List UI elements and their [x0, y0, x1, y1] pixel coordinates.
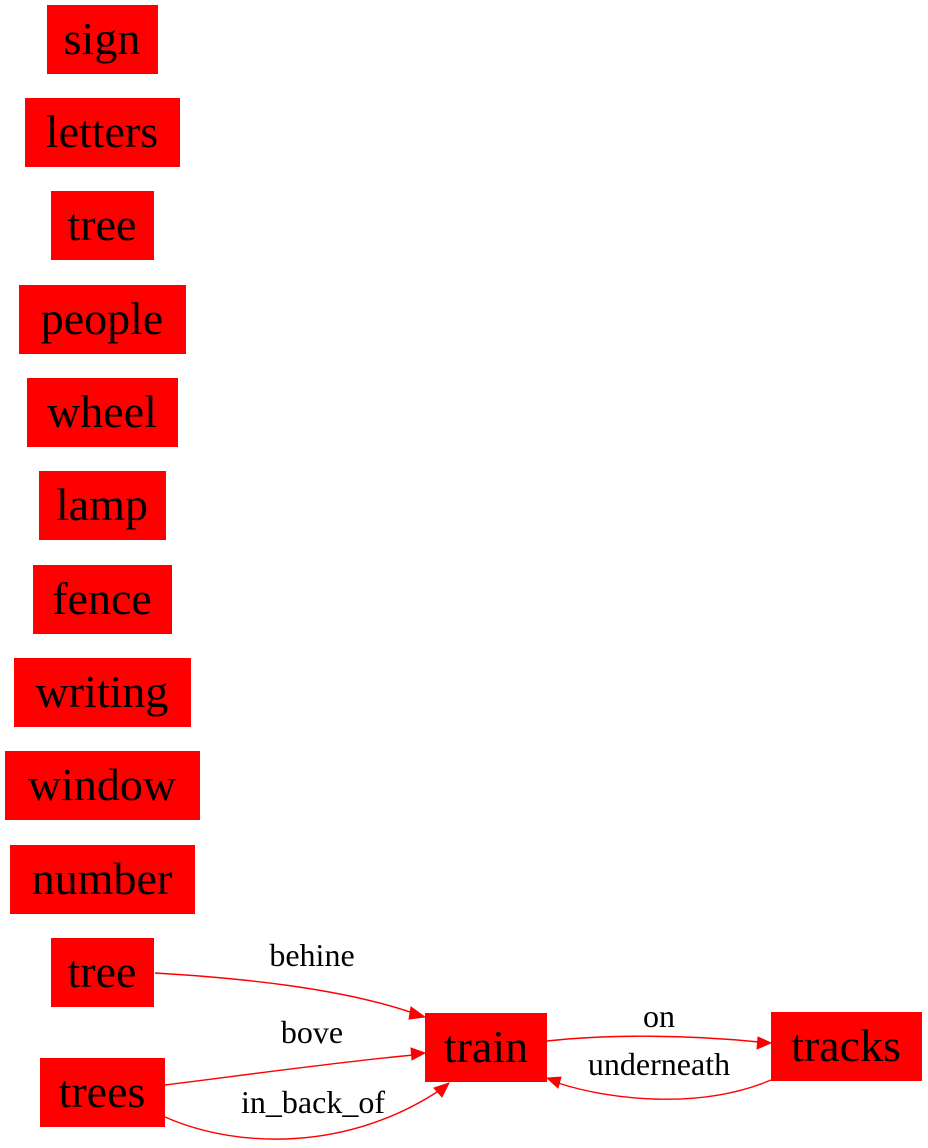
- edge-label: on: [643, 998, 675, 1034]
- arrowhead: [410, 1047, 427, 1061]
- node-label: people: [41, 293, 164, 344]
- edge-tree-train: behine: [154, 937, 427, 1020]
- edge-line: [164, 1054, 414, 1086]
- node-label: window: [28, 759, 177, 810]
- edge-label: underneath: [588, 1046, 730, 1082]
- node-sign: sign: [47, 5, 158, 74]
- edge-train-tracks: on: [546, 998, 773, 1050]
- node-label: trees: [59, 1066, 146, 1117]
- edge-line: [154, 972, 414, 1014]
- edge-line: [546, 1035, 760, 1043]
- node-number: number: [10, 845, 195, 914]
- arrowhead: [433, 1082, 450, 1098]
- node-label: sign: [64, 13, 141, 64]
- edge-trees-train-bove: bove: [164, 1014, 427, 1086]
- node-fence: fence: [33, 565, 172, 634]
- edge-line: [557, 1079, 772, 1100]
- node-window: window: [5, 751, 200, 820]
- node-writing: writing: [14, 658, 191, 727]
- node-label: fence: [52, 573, 152, 624]
- edge-label: in_back_of: [241, 1084, 385, 1120]
- node-wheel: wheel: [27, 378, 178, 447]
- arrowhead: [756, 1036, 773, 1050]
- node-label: number: [32, 853, 173, 904]
- arrowhead: [545, 1076, 562, 1089]
- node-label: lamp: [56, 479, 148, 530]
- edge-line: [164, 1089, 441, 1140]
- node-label: tracks: [791, 1020, 901, 1071]
- node-tracks: tracks: [771, 1012, 922, 1081]
- edge-label: behine: [269, 937, 354, 973]
- node-label: train: [444, 1021, 528, 1072]
- edge-trees-train-in-back-of: in_back_of: [164, 1082, 450, 1140]
- node-letters: letters: [25, 98, 180, 167]
- node-tree: tree: [51, 191, 154, 260]
- node-tree-2: tree: [51, 938, 154, 1007]
- node-label: wheel: [47, 386, 157, 437]
- edge-tracks-train: underneath: [545, 1046, 772, 1100]
- node-label: tree: [68, 199, 137, 250]
- node-lamp: lamp: [39, 471, 166, 540]
- node-label: writing: [36, 666, 169, 717]
- node-people: people: [19, 285, 186, 354]
- node-trees: trees: [40, 1058, 165, 1127]
- edge-label: bove: [281, 1014, 343, 1050]
- node-label: letters: [46, 106, 158, 157]
- node-label: tree: [68, 946, 137, 997]
- arrowhead: [408, 1006, 427, 1020]
- node-train: train: [425, 1013, 547, 1082]
